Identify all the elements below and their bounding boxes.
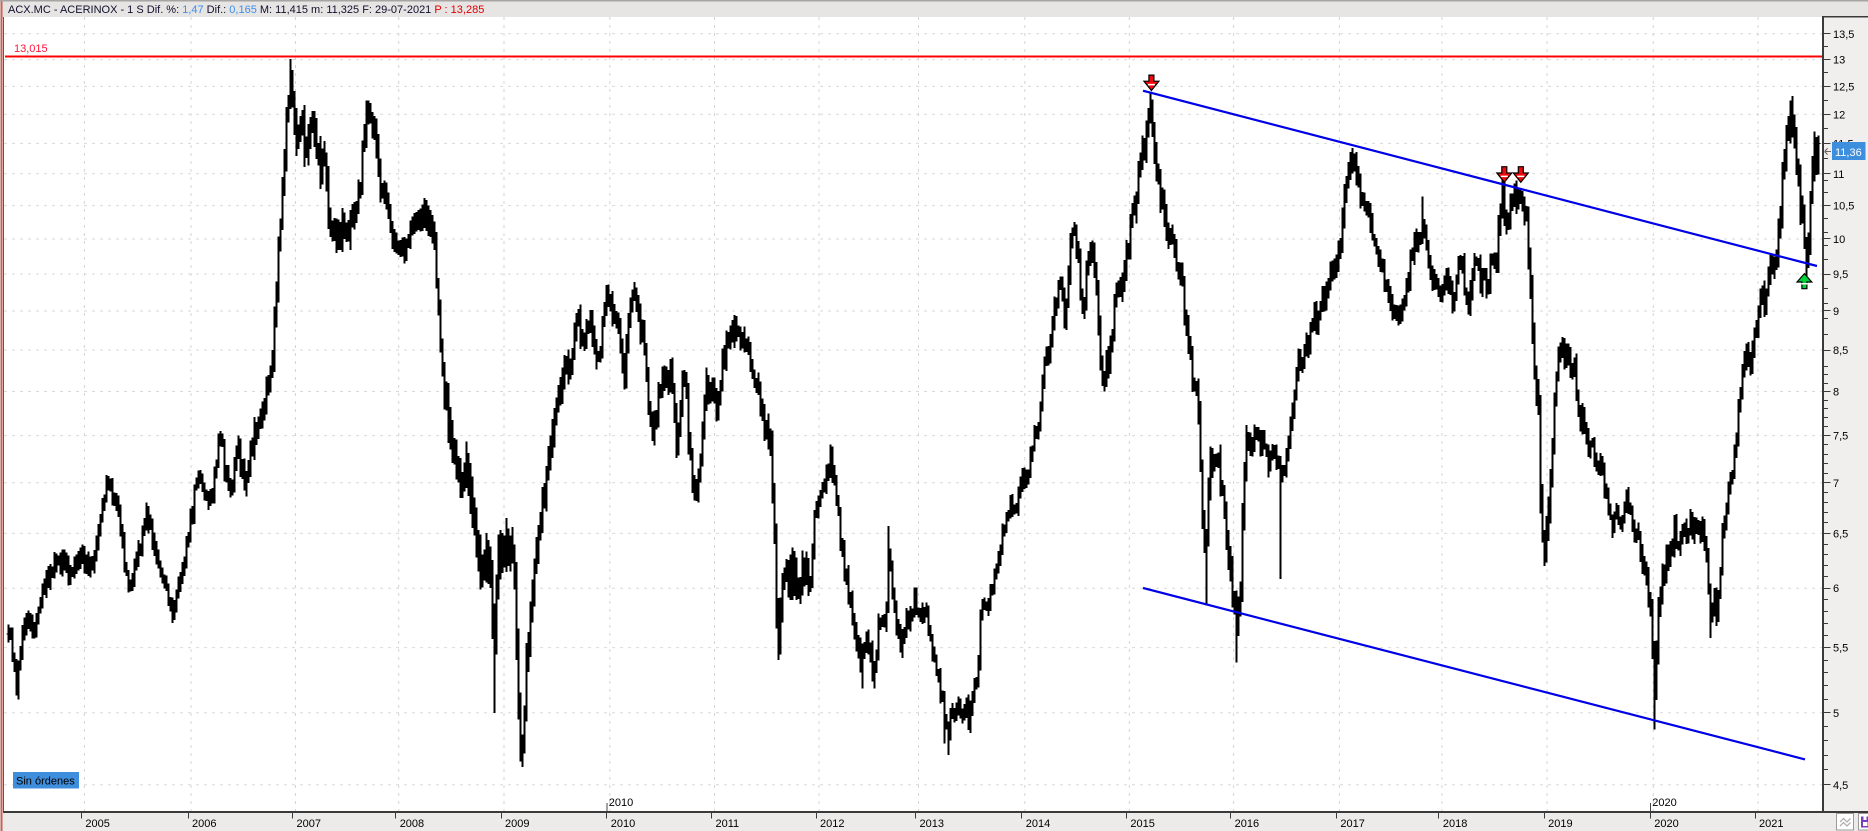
svg-text:2009: 2009 bbox=[505, 818, 529, 830]
svg-text:2016: 2016 bbox=[1235, 818, 1259, 830]
svg-text:5: 5 bbox=[1833, 708, 1839, 720]
svg-text:13: 13 bbox=[1833, 55, 1845, 67]
svg-text:12: 12 bbox=[1833, 109, 1845, 121]
svg-text:4,5: 4,5 bbox=[1833, 780, 1848, 792]
svg-text:2017: 2017 bbox=[1340, 818, 1364, 830]
svg-text:2012: 2012 bbox=[820, 818, 844, 830]
svg-text:2013: 2013 bbox=[920, 818, 944, 830]
svg-text:2014: 2014 bbox=[1026, 818, 1050, 830]
svg-text:10,5: 10,5 bbox=[1833, 201, 1854, 213]
svg-text:2011: 2011 bbox=[716, 818, 740, 830]
svg-text:2005: 2005 bbox=[85, 818, 109, 830]
svg-text:6: 6 bbox=[1833, 583, 1839, 595]
svg-text:11: 11 bbox=[1833, 169, 1844, 181]
svg-text:6,5: 6,5 bbox=[1833, 528, 1848, 540]
svg-text:9,5: 9,5 bbox=[1833, 269, 1848, 281]
svg-text:Sin órdenes: Sin órdenes bbox=[16, 776, 75, 788]
svg-text:2006: 2006 bbox=[192, 818, 216, 830]
svg-text:8: 8 bbox=[1833, 387, 1839, 399]
svg-text:2007: 2007 bbox=[297, 818, 321, 830]
svg-text:13,5: 13,5 bbox=[1833, 29, 1854, 41]
svg-text:2015: 2015 bbox=[1130, 818, 1154, 830]
svg-text:13,015: 13,015 bbox=[14, 43, 48, 55]
svg-text:9: 9 bbox=[1833, 306, 1839, 318]
svg-text:2020: 2020 bbox=[1654, 818, 1678, 830]
svg-text:2021: 2021 bbox=[1759, 818, 1783, 830]
svg-text:2019: 2019 bbox=[1548, 818, 1572, 830]
svg-text:2008: 2008 bbox=[400, 818, 424, 830]
svg-text:8,5: 8,5 bbox=[1833, 345, 1848, 357]
svg-text:7: 7 bbox=[1833, 478, 1839, 490]
svg-text:10: 10 bbox=[1833, 234, 1845, 246]
svg-text:7,5: 7,5 bbox=[1833, 431, 1848, 443]
svg-text:2010: 2010 bbox=[611, 818, 635, 830]
svg-text:ACX.MC - ACERINOX - 1 S Dif.: ACX.MC - ACERINOX - 1 S Dif. %: 1,47 Dif… bbox=[8, 4, 484, 16]
svg-text:5,5: 5,5 bbox=[1833, 643, 1848, 655]
svg-text:12,5: 12,5 bbox=[1833, 81, 1854, 93]
svg-text:2018: 2018 bbox=[1443, 818, 1467, 830]
svg-text:2010: 2010 bbox=[609, 797, 633, 809]
svg-text:2020: 2020 bbox=[1652, 797, 1676, 809]
svg-text:11,36: 11,36 bbox=[1835, 147, 1862, 159]
